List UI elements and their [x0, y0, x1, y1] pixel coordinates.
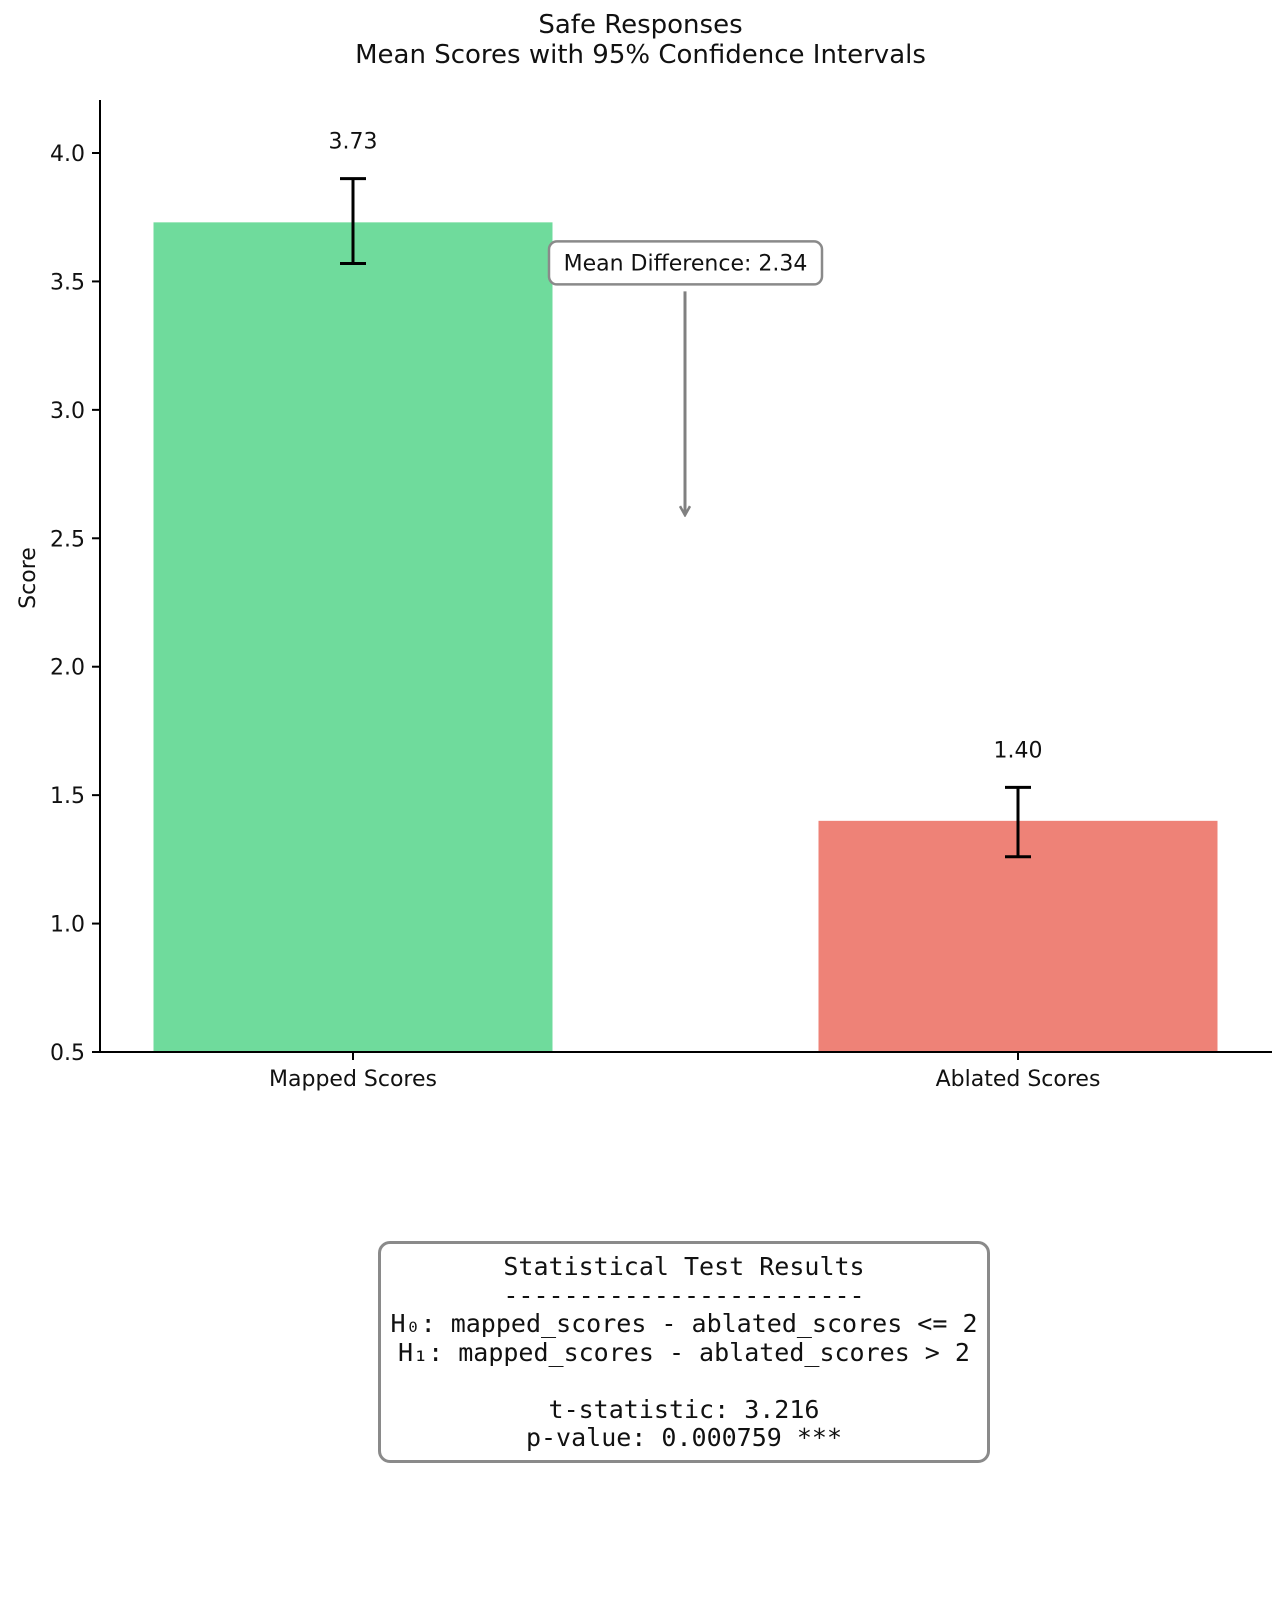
stats-alt-hypothesis: H₁: mapped_scores - ablated_scores > 2	[398, 1337, 970, 1367]
bar-chart: 3.73 1.40 Mapped Scores Ablated Scores 0.5 1…	[16, 100, 1272, 1092]
stats-separator: ------------------------	[503, 1280, 865, 1310]
value-label-1: 1.40	[994, 738, 1043, 763]
error-bar-0	[340, 177, 366, 265]
y-tick-label-0: 0.5	[50, 1041, 85, 1066]
mean-difference-annotation: Mean Difference: 2.34	[547, 240, 824, 286]
stats-blank-line	[381, 1367, 987, 1396]
y-tick-label-1: 1.0	[50, 913, 85, 938]
x-tick-label-0: Mapped Scores	[269, 1067, 437, 1092]
chart-title: Safe Responses	[538, 10, 743, 40]
y-tick-label-4: 2.5	[50, 527, 85, 552]
statistical-test-results-box: Statistical Test Results ----------------…	[378, 1241, 990, 1463]
x-tick-label-1: Ablated Scores	[936, 1067, 1101, 1092]
stats-p-value: p-value: 0.000759 ***	[525, 1423, 843, 1452]
stats-t-statistic: t-statistic: 3.216	[548, 1394, 820, 1424]
y-tick-label-3: 2.0	[50, 656, 85, 681]
y-axis-label: Score	[16, 547, 41, 609]
chart-subtitle: Mean Scores with 95% Confidence Interval…	[355, 40, 926, 70]
y-tick-label-5: 3.0	[50, 399, 85, 424]
y-tick-label-6: 3.5	[50, 270, 85, 295]
stats-null-hypothesis: H₀: mapped_scores - ablated_scores <= 2	[390, 1309, 978, 1338]
value-label-0: 3.73	[329, 130, 378, 155]
y-tick-label-7: 4.0	[50, 142, 85, 167]
mean-difference-label: Mean Difference: 2.34	[564, 251, 808, 276]
stats-title: Statistical Test Results	[503, 1252, 865, 1281]
bar-mapped-scores	[153, 222, 553, 1052]
error-bar-1	[1005, 785, 1031, 859]
y-tick-label-2: 1.5	[50, 784, 85, 809]
bar-ablated-scores	[818, 820, 1218, 1052]
